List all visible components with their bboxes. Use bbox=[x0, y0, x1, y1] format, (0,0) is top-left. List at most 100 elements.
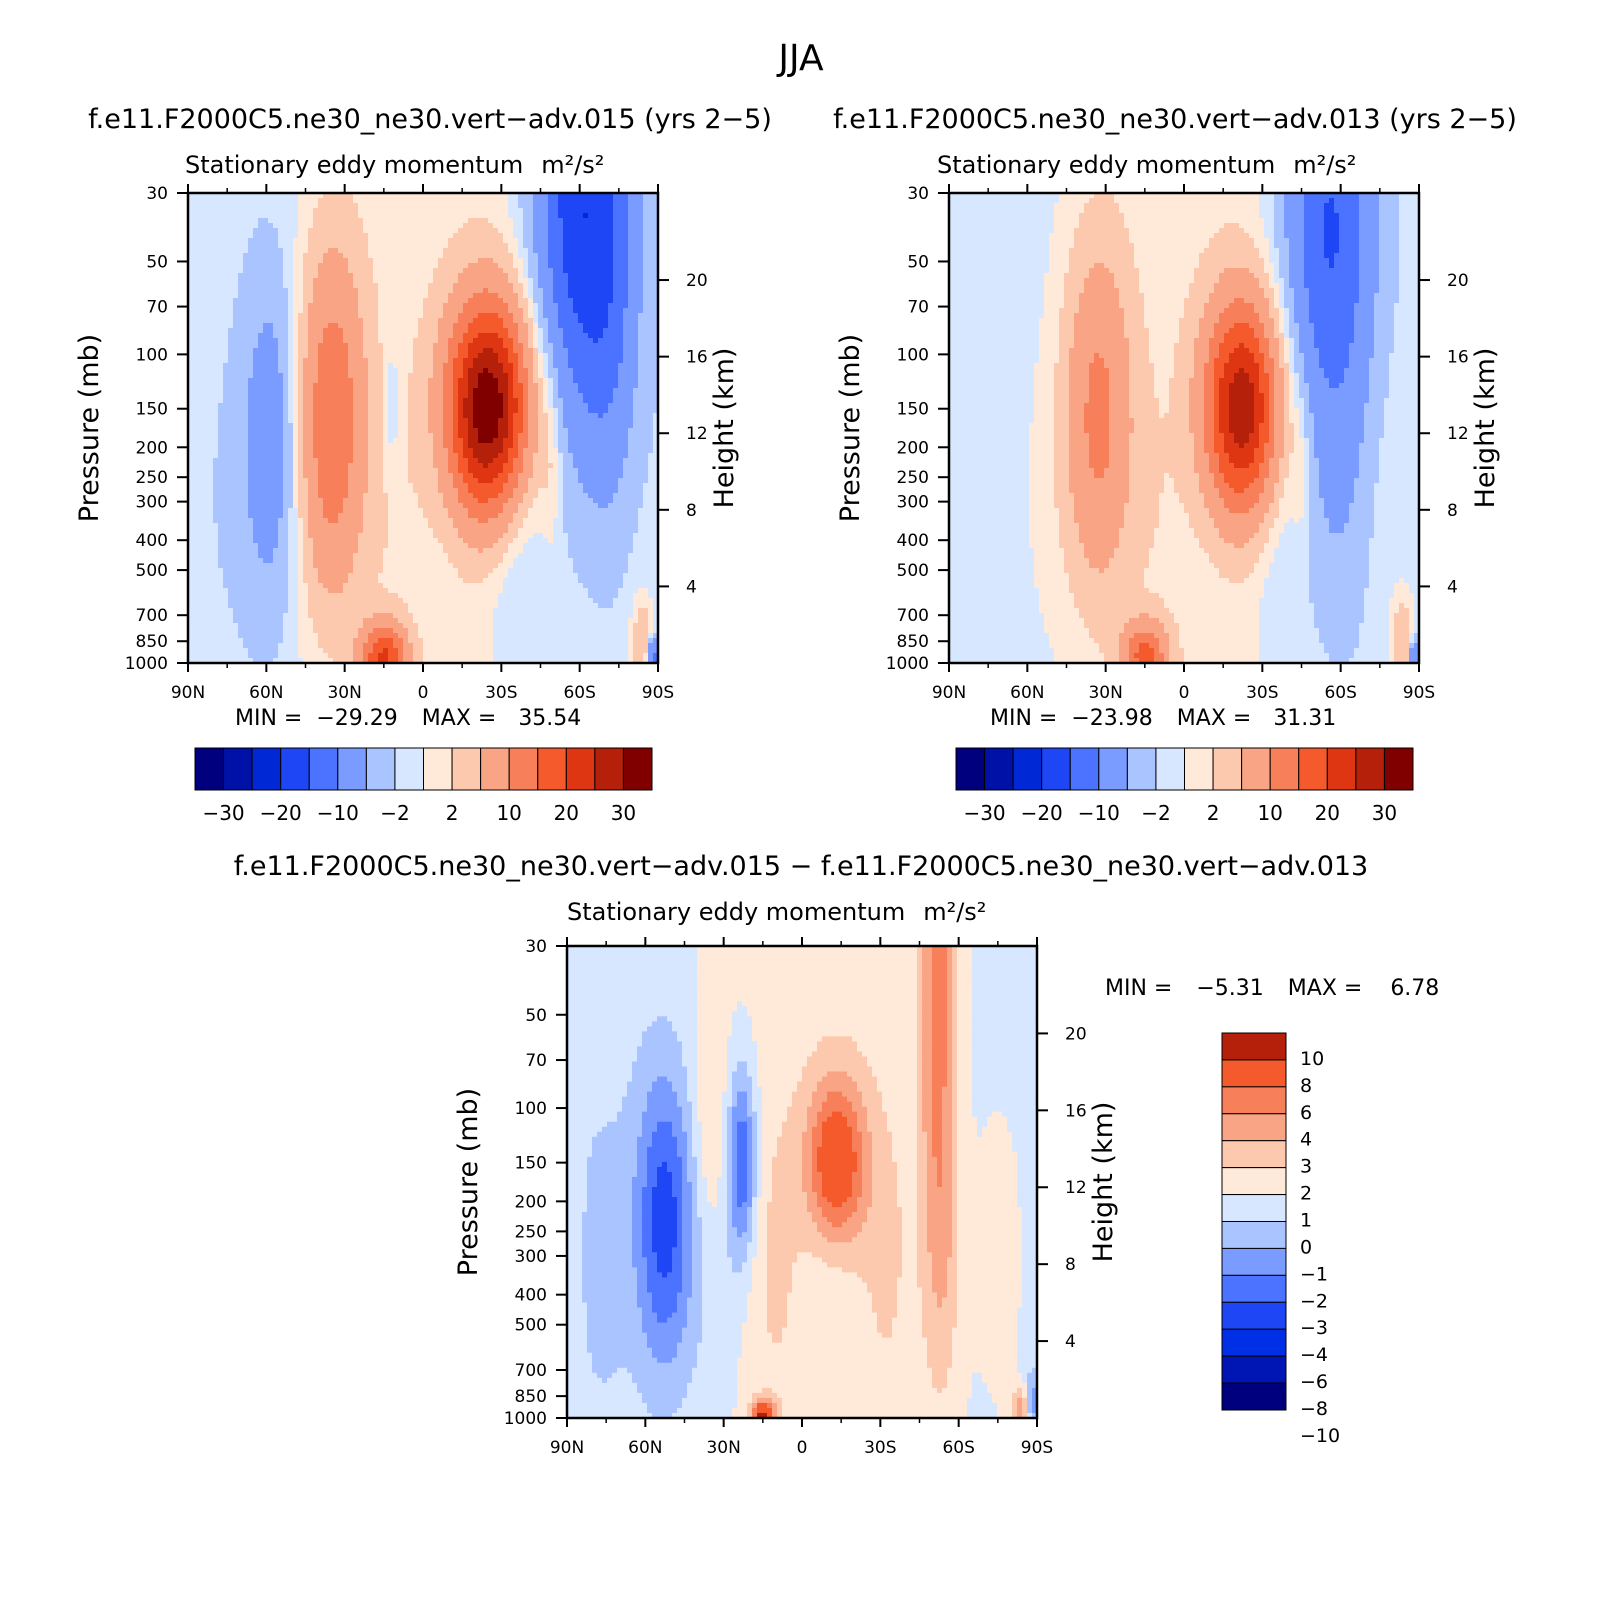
contour-cell bbox=[268, 223, 274, 229]
contour-cell bbox=[493, 243, 499, 249]
contour-cell bbox=[363, 403, 369, 409]
contour-cell bbox=[383, 403, 389, 409]
contour-cell bbox=[568, 438, 574, 444]
contour-cell bbox=[293, 253, 299, 259]
contour-cell bbox=[473, 393, 479, 399]
contour-cell bbox=[643, 438, 649, 444]
contour-cell bbox=[373, 218, 379, 224]
contour-cell bbox=[523, 278, 529, 284]
contour-cell bbox=[368, 418, 374, 424]
contour-cell bbox=[623, 413, 629, 419]
contour-cell bbox=[518, 373, 524, 379]
contour-cell bbox=[418, 413, 424, 419]
contour-cell bbox=[338, 278, 344, 284]
contour-cell bbox=[503, 408, 509, 414]
contour-cell bbox=[323, 268, 329, 274]
contour-cell bbox=[478, 318, 484, 324]
contour-cell bbox=[593, 408, 599, 414]
contour-cell bbox=[573, 318, 579, 324]
contour-cell bbox=[573, 348, 579, 354]
contour-cell bbox=[608, 238, 614, 244]
contour-cell bbox=[468, 393, 474, 399]
contour-cell bbox=[338, 373, 344, 379]
contour-cell bbox=[323, 368, 329, 374]
contour-cell bbox=[513, 453, 519, 459]
contour-cell bbox=[643, 303, 649, 309]
contour-cell bbox=[598, 368, 604, 374]
contour-cell bbox=[563, 348, 569, 354]
contour-cell bbox=[553, 263, 559, 269]
contour-cell bbox=[223, 253, 229, 259]
contour-cell bbox=[383, 373, 389, 379]
contour-cell bbox=[638, 423, 644, 429]
contour-cell bbox=[403, 318, 409, 324]
contour-cell bbox=[253, 303, 259, 309]
contour-cell bbox=[383, 253, 389, 259]
contour-cell bbox=[213, 253, 219, 259]
contour-cell bbox=[643, 223, 649, 229]
contour-cell bbox=[268, 348, 274, 354]
contour-cell bbox=[238, 203, 244, 209]
contour-cell bbox=[253, 268, 259, 274]
contour-cell bbox=[618, 438, 624, 444]
contour-cell bbox=[453, 388, 459, 394]
contour-cell bbox=[248, 443, 254, 449]
contour-cell bbox=[338, 383, 344, 389]
contour-cell bbox=[253, 258, 259, 264]
contour-cell bbox=[483, 313, 489, 319]
contour-cell bbox=[218, 218, 224, 224]
contour-cell bbox=[613, 338, 619, 344]
contour-cell bbox=[258, 308, 264, 314]
contour-cell bbox=[353, 203, 359, 209]
contour-cell bbox=[288, 403, 294, 409]
contour-cell bbox=[243, 363, 249, 369]
contour-cell bbox=[558, 358, 564, 364]
contour-cell bbox=[318, 223, 324, 229]
contour-cell bbox=[403, 278, 409, 284]
contour-cell bbox=[233, 218, 239, 224]
contour-cell bbox=[628, 208, 634, 214]
contour-cell bbox=[378, 198, 384, 204]
contour-cell bbox=[498, 203, 504, 209]
contour-cell bbox=[308, 348, 314, 354]
contour-cell bbox=[538, 353, 544, 359]
contour-cell bbox=[653, 278, 658, 284]
contour-cell bbox=[628, 363, 634, 369]
contour-cell bbox=[213, 448, 219, 454]
contour-cell bbox=[198, 393, 204, 399]
contour-cell bbox=[353, 378, 359, 384]
contour-cell bbox=[588, 198, 594, 204]
contour-cell bbox=[208, 373, 214, 379]
contour-cell bbox=[403, 418, 409, 424]
contour-cell bbox=[213, 268, 219, 274]
contour-cell bbox=[573, 398, 579, 404]
contour-cell bbox=[223, 243, 229, 249]
contour-cell bbox=[633, 218, 639, 224]
contour-cell bbox=[393, 368, 399, 374]
contour-cell bbox=[188, 363, 194, 369]
contour-cell bbox=[293, 273, 299, 279]
contour-cell bbox=[623, 393, 629, 399]
contour-cell bbox=[458, 313, 464, 319]
contour-cell bbox=[413, 348, 419, 354]
contour-cell bbox=[538, 258, 544, 264]
contour-cell bbox=[228, 203, 234, 209]
contour-cell bbox=[518, 438, 524, 444]
contour-cell bbox=[628, 433, 634, 439]
contour-cell bbox=[348, 203, 354, 209]
contour-cell bbox=[463, 398, 469, 404]
contour-cell bbox=[198, 198, 204, 204]
contour-cell bbox=[528, 228, 534, 234]
contour-cell bbox=[533, 383, 539, 389]
contour-cell bbox=[593, 253, 599, 259]
contour-cell bbox=[428, 363, 434, 369]
contour-cell bbox=[523, 203, 529, 209]
contour-cell bbox=[193, 263, 199, 269]
contour-cell bbox=[458, 193, 464, 199]
contour-cell bbox=[453, 308, 459, 314]
contour-cell bbox=[188, 283, 194, 289]
contour-cell bbox=[193, 268, 199, 274]
contour-cell bbox=[248, 333, 254, 339]
contour-cell bbox=[353, 218, 359, 224]
contour-cell bbox=[248, 428, 254, 434]
